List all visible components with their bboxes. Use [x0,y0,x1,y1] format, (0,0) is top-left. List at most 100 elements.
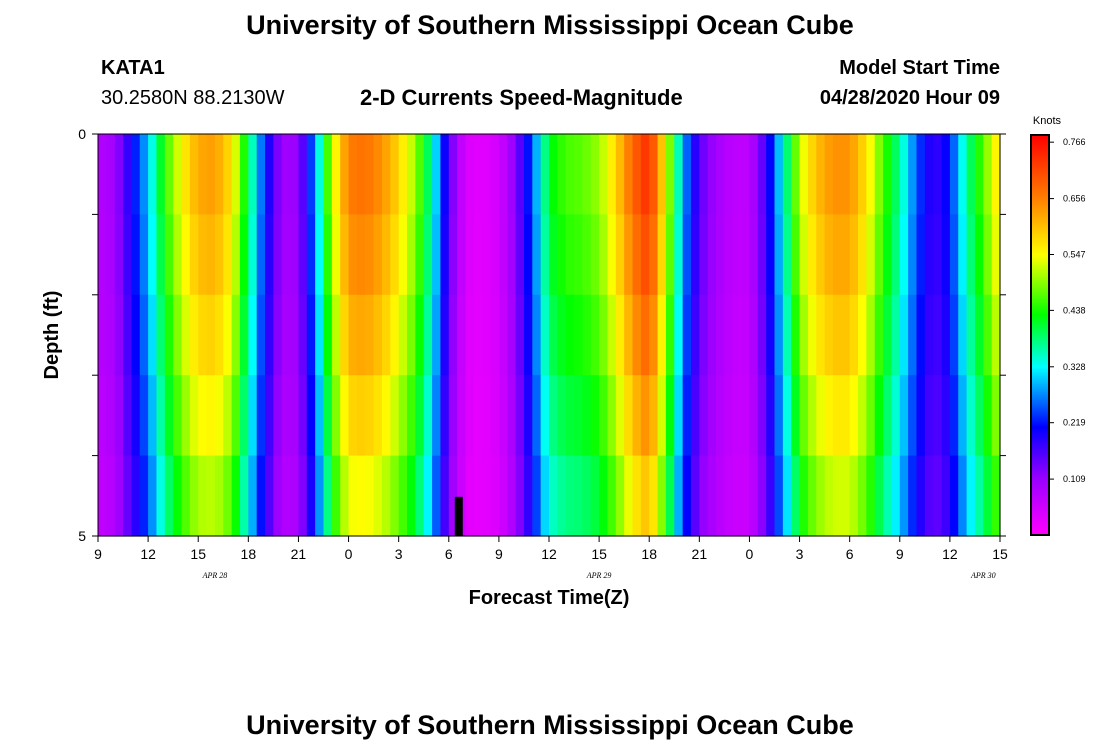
heatmap-cell [791,375,801,457]
heatmap-cell [348,375,358,457]
heatmap-cell [766,214,776,296]
heatmap-cell [674,294,684,376]
heatmap-cell [265,455,274,537]
heatmap-cell [290,455,300,537]
heatmap-cell [290,294,300,376]
heatmap-cell [490,455,500,537]
heatmap-cell [465,134,475,215]
heatmap-cell [181,214,191,296]
heatmap-cell [582,455,592,537]
heatmap-cell [640,375,650,457]
heatmap-cell [173,294,183,376]
model-start-label: Model Start Time [839,57,1000,79]
heatmap-cell [189,375,199,457]
x-tick-label: 6 [846,546,854,562]
heatmap-cell [306,214,316,296]
heatmap-cell [239,455,249,537]
heatmap-cell [924,134,934,215]
heatmap-cell [365,214,375,296]
heatmap-cell [490,214,500,296]
date-labels: APR 28 APR 29 APR 30 [202,571,996,580]
x-axis-title: Forecast Time(Z) [469,587,630,609]
y-axis-title: Depth (ft) [41,291,63,380]
heatmap-cell [807,375,817,457]
heatmap-cell [131,214,141,296]
heatmap-cell [649,214,659,296]
heatmap-cell [123,134,133,215]
heatmap-cell [423,455,433,537]
heatmap-cell [983,455,993,537]
heatmap-cell [599,134,609,215]
heatmap-cell [632,134,642,215]
heatmap-cell [883,375,893,457]
heatmap-cell [231,134,241,215]
heatmap-cell [223,375,233,457]
heatmap-cell [256,375,266,457]
heatmap-cell [824,375,834,457]
x-tick-label: 15 [992,546,1008,562]
heatmap-cell [198,134,208,215]
heatmap-cell [490,294,500,376]
page-title: University of Southern Mississippi Ocean… [246,10,854,40]
x-tick-label: 21 [291,546,307,562]
heatmap-cell [590,375,600,457]
heatmap-cell [239,294,249,376]
heatmap-cell [206,294,216,376]
heatmap-cell [774,294,784,376]
heatmap-cell [799,294,809,376]
heatmap-cell [707,294,717,376]
heatmap-cell [624,294,634,376]
heatmap-cell [766,134,776,215]
heatmap-cell [791,455,801,537]
heatmap-cell [549,134,558,215]
heatmap-cell [490,375,500,457]
heatmap-cell [498,375,508,457]
heatmap-cell [624,455,634,537]
heatmap-cell [891,134,901,215]
heatmap-cell [824,134,834,215]
heatmap-cell [991,134,1001,215]
heatmap-cell [415,294,425,376]
heatmap-cell [933,294,943,376]
heatmap-cell [741,134,751,215]
heatmap-cell [941,294,951,376]
heatmap-cell [331,214,341,296]
y-tick-label: 5 [78,528,86,544]
heatmap-cell [574,375,584,457]
heatmap-cell [390,134,400,215]
heatmap-cell [874,375,884,457]
heatmap-cell [198,294,208,376]
date-label: APR 28 [202,571,228,580]
heatmap-cell [507,455,517,537]
heatmap-cell [791,134,801,215]
heatmap-cell [774,214,784,296]
heatmap-cell [640,214,650,296]
heatmap-cell [189,455,199,537]
heatmap-cell [782,134,792,215]
heatmap-cell [532,455,542,537]
heatmap-cell [607,455,617,537]
heatmap-cell [557,214,567,296]
heatmap-cell [265,375,274,457]
heatmap-cell [866,134,876,215]
heatmap-cell [440,455,450,537]
heatmap-cell [248,375,258,457]
heatmap-cell [582,294,592,376]
heatmap-cell [123,375,133,457]
heatmap-cell [490,134,500,215]
heatmap-cell [858,294,867,376]
x-tick-label: 18 [241,546,257,562]
heatmap-cell [716,134,725,215]
heatmap-cell [807,294,817,376]
heatmap-cell [281,375,291,457]
heatmap-cell [983,134,993,215]
colorbar-tick-label: 0.438 [1063,305,1086,315]
heatmap-cell [457,214,467,296]
heatmap-cell [891,214,901,296]
heatmap-cell [991,214,1001,296]
heatmap-cell [214,214,224,296]
heatmap-cell [148,375,158,457]
heatmap-cell [983,214,993,296]
heatmap-cell [482,375,492,457]
heatmap-cell [883,134,893,215]
